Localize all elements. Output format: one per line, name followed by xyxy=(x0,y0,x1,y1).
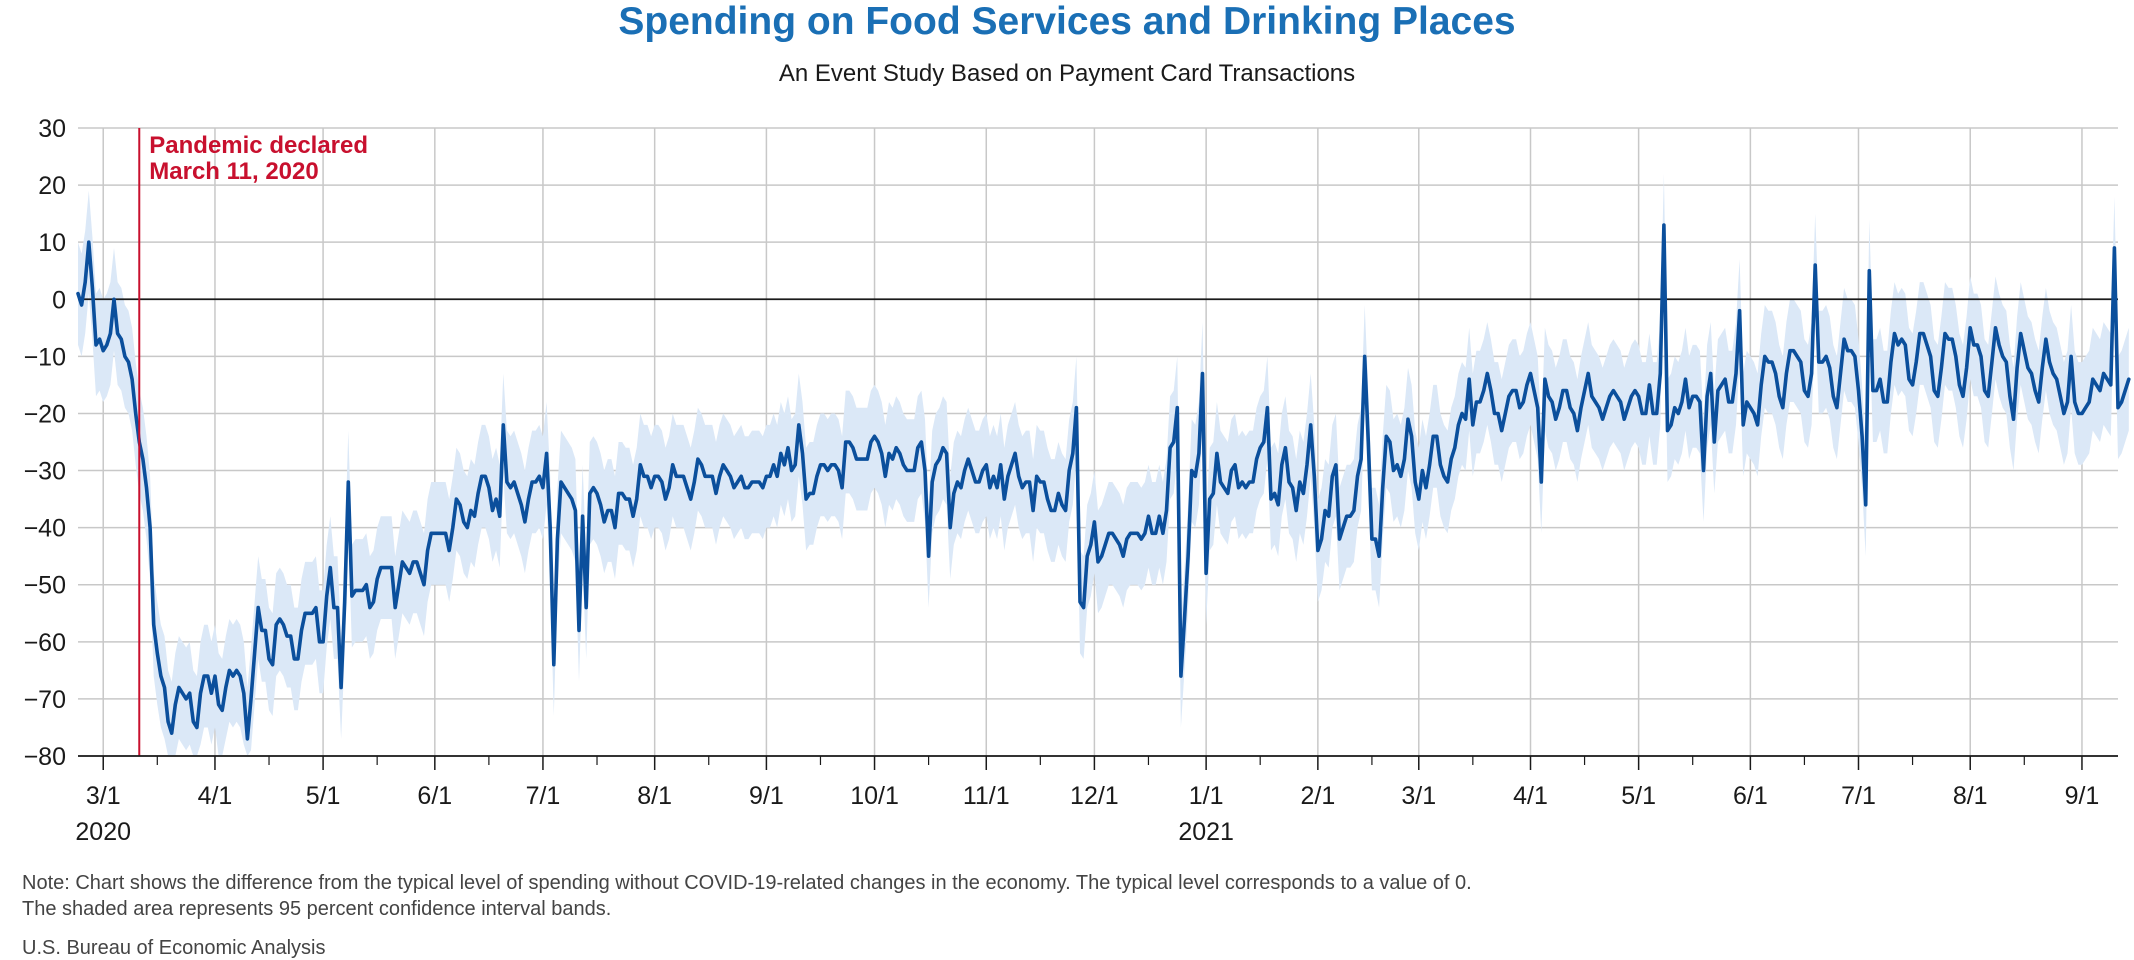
x-tick-label: 12/1 xyxy=(1070,782,1119,810)
x-tick-label: 7/1 xyxy=(526,782,561,810)
x-tick-label: 3/1 xyxy=(1401,782,1436,810)
y-tick-label: −40 xyxy=(24,515,66,543)
annotation-line-2: March 11, 2020 xyxy=(149,158,318,185)
chart-source: U.S. Bureau of Economic Analysis xyxy=(22,937,326,959)
confidence-interval-band xyxy=(78,173,2129,756)
x-tick-label: 9/1 xyxy=(749,782,784,810)
x-tick-label: 9/1 xyxy=(2065,782,2100,810)
x-tick-label: 6/1 xyxy=(417,782,452,810)
y-tick-label: −10 xyxy=(24,343,66,371)
x-tick-label: 6/1 xyxy=(1733,782,1768,810)
chart-subtitle: An Event Study Based on Payment Card Tra… xyxy=(778,60,1356,87)
x-year-label: 2020 xyxy=(75,818,131,846)
y-tick-label: −20 xyxy=(24,400,66,428)
y-tick-label: −30 xyxy=(24,458,66,486)
y-tick-label: 10 xyxy=(38,229,66,257)
y-tick-label: −60 xyxy=(24,629,66,657)
y-tick-label: 0 xyxy=(52,286,66,314)
y-tick-label: −50 xyxy=(24,572,66,600)
axes: 30 20 10 0 −10 −20 −30 −40 −50 −60 −70 −80 3/1 2020 4/… xyxy=(24,115,2118,846)
annotation-line-1: Pandemic declared xyxy=(149,132,368,159)
chart-note-line-2: The shaded area represents 95 percent co… xyxy=(22,898,612,920)
x-tick-label: 7/1 xyxy=(1841,782,1876,810)
x-tick-label: 4/1 xyxy=(1513,782,1548,810)
x-tick-label: 8/1 xyxy=(637,782,672,810)
spending-line xyxy=(76,223,2131,741)
y-tick-label: 30 xyxy=(38,115,66,143)
chart-note-line-1: Note: Chart shows the difference from th… xyxy=(22,872,1472,894)
x-tick-label: 2/1 xyxy=(1300,782,1335,810)
confidence-band xyxy=(78,173,2129,756)
y-tick-label: −70 xyxy=(24,686,66,714)
series-line xyxy=(76,223,2131,741)
y-tick-label: −80 xyxy=(24,743,66,771)
chart-title: Spending on Food Services and Drinking P… xyxy=(618,0,1516,43)
x-tick-label: 5/1 xyxy=(1621,782,1656,810)
grid-lines xyxy=(78,127,2118,757)
x-tick-label: 4/1 xyxy=(198,782,233,810)
x-tick-label: 1/1 xyxy=(1189,782,1224,810)
x-tick-label: 5/1 xyxy=(306,782,341,810)
x-year-label: 2021 xyxy=(1178,818,1234,846)
x-tick-label: 8/1 xyxy=(1953,782,1988,810)
x-tick-label: 3/1 xyxy=(86,782,121,810)
x-tick-label: 10/1 xyxy=(850,782,899,810)
x-tick-label: 11/1 xyxy=(963,782,1010,810)
y-tick-label: 20 xyxy=(38,172,66,200)
